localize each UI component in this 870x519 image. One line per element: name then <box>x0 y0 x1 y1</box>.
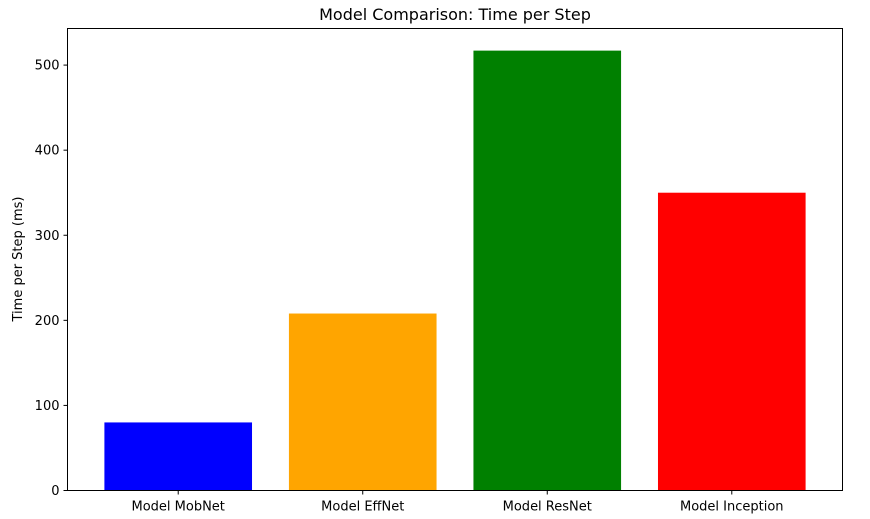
y-tick-label: 500 <box>35 59 60 74</box>
chart-title: Model Comparison: Time per Step <box>319 5 591 24</box>
x-axis: Model MobNet Model EffNet Model ResNet Mode… <box>132 490 784 515</box>
x-tick-label: Model Inception <box>680 500 784 515</box>
x-tick-label: Model EffNet <box>321 500 404 515</box>
y-tick-label: 400 <box>35 144 60 159</box>
y-tick-label: 0 <box>51 484 59 499</box>
y-tick-label: 100 <box>35 399 60 414</box>
bar-model-inception <box>657 192 806 491</box>
bar-model-mobnet <box>104 422 253 491</box>
y-axis-label: Time per Step (ms) <box>11 197 26 323</box>
y-tick-label: 200 <box>35 314 60 329</box>
bars-group <box>104 50 806 491</box>
y-axis: 0 100 200 300 400 500 <box>35 59 68 499</box>
y-tick-label: 300 <box>35 229 60 244</box>
plot-area-frame <box>67 28 843 491</box>
bar-model-resnet <box>473 50 622 491</box>
x-tick-label: Model MobNet <box>132 500 225 515</box>
x-tick-label: Model ResNet <box>503 500 592 515</box>
bar-model-effnet <box>288 313 437 491</box>
